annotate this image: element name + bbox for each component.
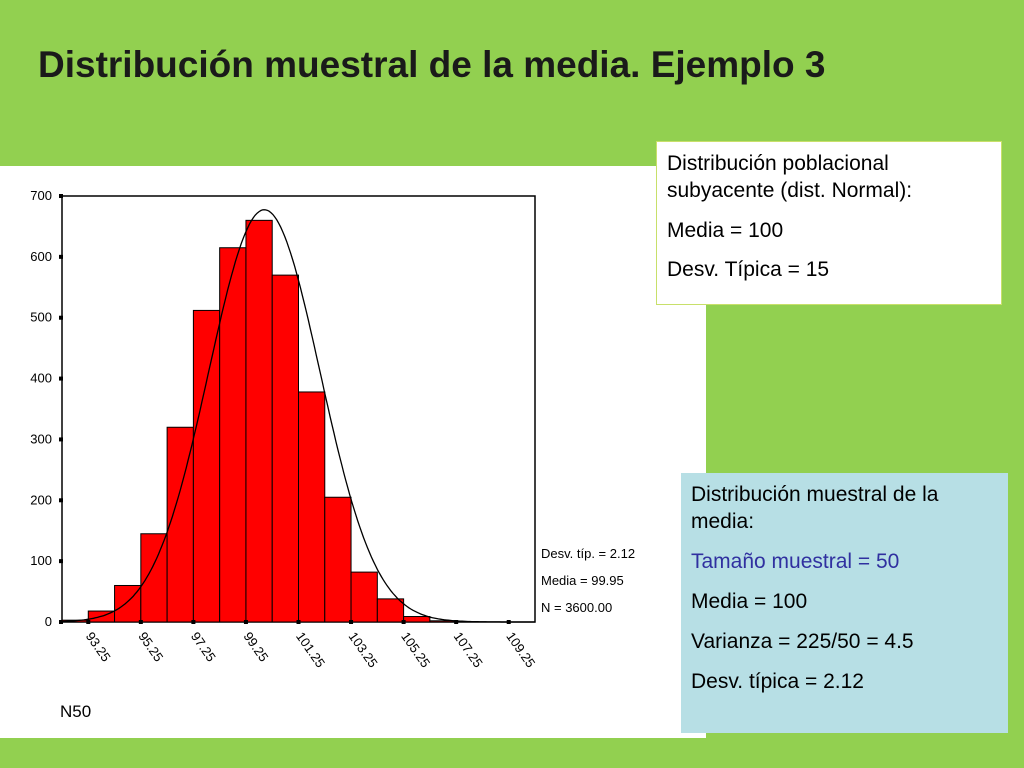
y-tick-label: 500 bbox=[30, 310, 52, 325]
histogram-bar bbox=[245, 219, 273, 623]
y-tick-label: 400 bbox=[30, 371, 52, 386]
y-tick-label: 700 bbox=[30, 188, 52, 203]
footer-label: N50 bbox=[60, 702, 92, 721]
y-tick-label: 300 bbox=[30, 431, 52, 446]
stats-legend: Desv. típ. = 2.12 Media = 99.95 N = 3600.0… bbox=[541, 546, 635, 615]
y-tick-label: 600 bbox=[30, 249, 52, 264]
y-tick-mark bbox=[59, 376, 63, 381]
x-tick-label: 97.25 bbox=[188, 629, 219, 664]
histogram-bar bbox=[376, 598, 405, 623]
x-tick-label: 99.25 bbox=[240, 629, 271, 664]
histogram-bar bbox=[350, 571, 378, 623]
histogram-bar bbox=[324, 496, 352, 623]
x-axis: 93.25 95.25 97.25 99.25 101.25 103.25 105.25 10… bbox=[83, 620, 538, 670]
y-tick-mark bbox=[59, 498, 63, 503]
x-tick-mark bbox=[506, 620, 511, 624]
y-axis: 0 100 200 300 400 500 600 700 bbox=[30, 188, 63, 629]
sample-sd: Desv. típica = 2.12 bbox=[691, 670, 864, 694]
x-tick-label: 93.25 bbox=[83, 629, 114, 664]
y-tick-mark bbox=[59, 620, 63, 624]
y-tick-mark bbox=[59, 315, 63, 320]
histogram-bar bbox=[166, 426, 194, 623]
sample-size: Tamaño muestral = 50 bbox=[691, 549, 900, 573]
histogram-bar bbox=[271, 274, 300, 623]
x-tick-label: 101.25 bbox=[293, 629, 328, 670]
x-tick-mark bbox=[401, 620, 406, 624]
x-tick-label: 109.25 bbox=[503, 629, 538, 670]
sample-info-box: Distribución muestral de la media: Tamañ… bbox=[681, 473, 1008, 733]
histogram-bar bbox=[192, 309, 221, 623]
y-tick-label: 200 bbox=[30, 492, 52, 507]
x-tick-mark bbox=[349, 620, 354, 624]
y-tick-label: 0 bbox=[45, 614, 52, 629]
chart-panel: 0 100 200 300 400 500 600 700 93.25 95.25 97.25 99… bbox=[0, 166, 706, 738]
sample-variance: Varianza = 225/50 = 4.5 bbox=[691, 630, 914, 654]
histogram-bar bbox=[403, 616, 431, 623]
sample-heading: Distribución muestral de la media: bbox=[691, 483, 939, 534]
histogram-bars bbox=[61, 219, 457, 623]
stats-line: Desv. típ. = 2.12 bbox=[541, 546, 635, 561]
x-tick-label: 95.25 bbox=[135, 629, 166, 664]
y-tick-mark bbox=[59, 254, 63, 259]
x-tick-mark bbox=[454, 620, 459, 624]
y-tick-mark bbox=[59, 559, 63, 564]
slide-title: Distribución muestral de la media. Ejemp… bbox=[38, 44, 826, 85]
x-tick-mark bbox=[138, 620, 143, 624]
y-tick-label: 100 bbox=[30, 553, 52, 568]
histogram-bar bbox=[298, 391, 326, 623]
x-tick-mark bbox=[86, 620, 91, 624]
histogram-bar bbox=[140, 533, 168, 623]
x-tick-label: 103.25 bbox=[346, 629, 381, 670]
sample-mean: Media = 100 bbox=[691, 589, 808, 613]
x-tick-mark bbox=[296, 620, 301, 624]
stats-line: N = 3600.00 bbox=[541, 600, 612, 615]
x-tick-label: 107.25 bbox=[451, 629, 486, 670]
x-tick-label: 105.25 bbox=[398, 629, 433, 670]
stats-line: Media = 99.95 bbox=[541, 573, 624, 588]
population-sd: Desv. Típica = 15 bbox=[667, 257, 830, 281]
histogram-chart: 0 100 200 300 400 500 600 700 93.25 95.25 97.25 99… bbox=[30, 188, 635, 670]
population-info-box: Distribución poblacional subyacente (dis… bbox=[656, 141, 1002, 305]
y-tick-mark bbox=[59, 194, 63, 198]
x-tick-mark bbox=[243, 620, 248, 624]
histogram-bar bbox=[219, 247, 247, 623]
x-tick-mark bbox=[191, 620, 196, 624]
y-tick-mark bbox=[59, 437, 63, 442]
population-heading: Distribución poblacional subyacente (dis… bbox=[667, 152, 913, 203]
population-mean: Media = 100 bbox=[667, 218, 784, 242]
